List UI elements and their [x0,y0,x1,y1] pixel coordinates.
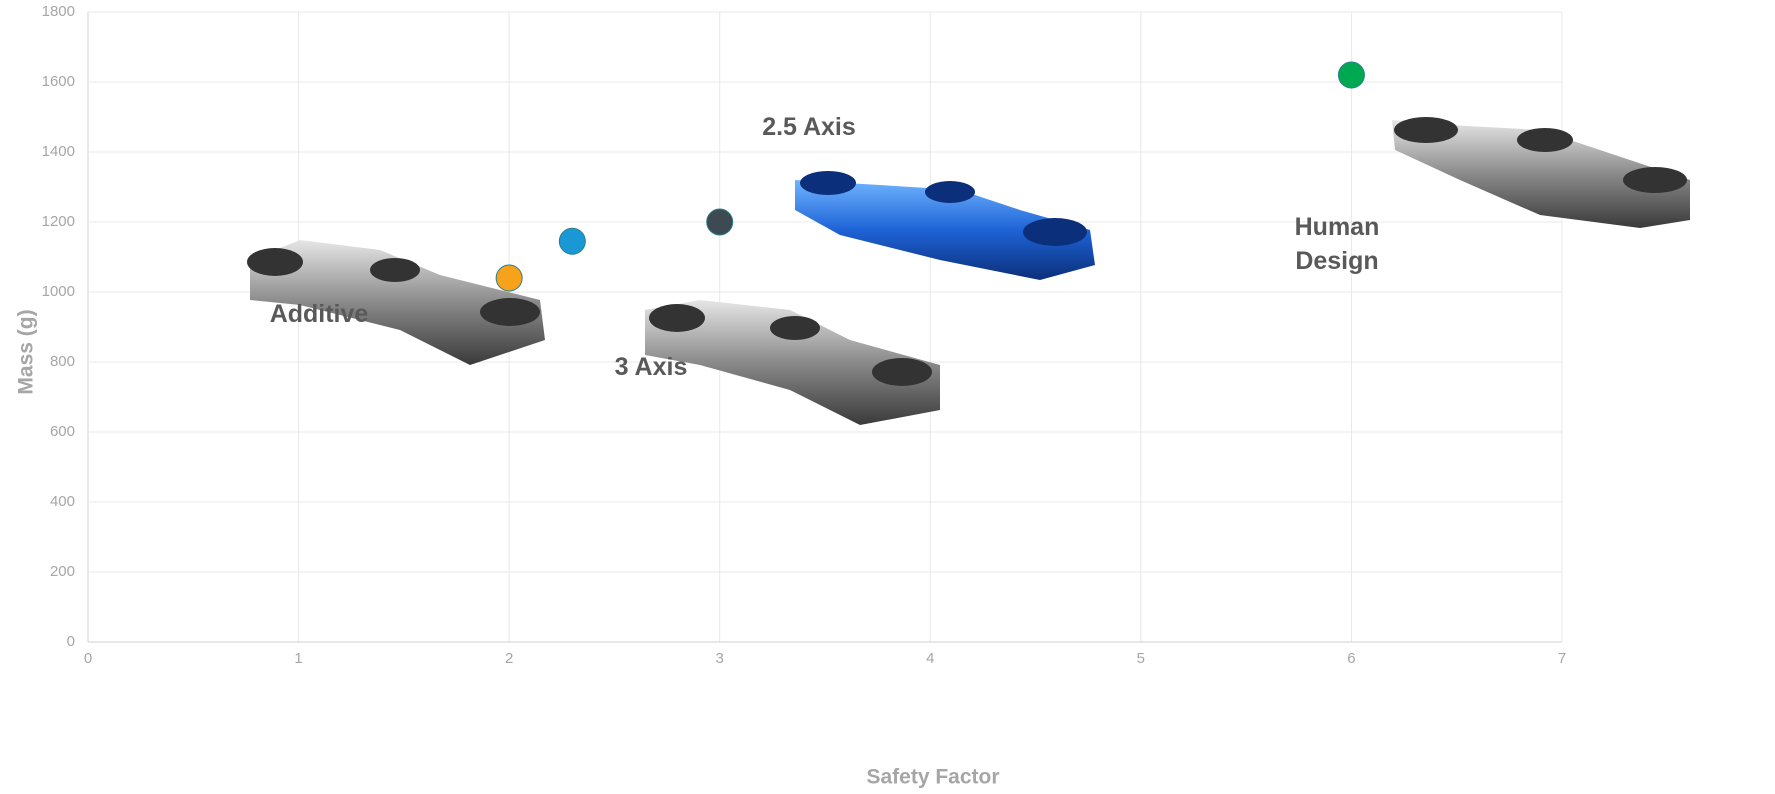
y-tick-label: 0 [67,633,75,650]
part-image [1392,117,1690,228]
data-point [1337,61,1365,89]
data-point [558,227,586,255]
part-image [795,171,1095,280]
part-image [645,300,940,425]
x-tick-label: 6 [1347,650,1355,667]
annotation: 3 Axis [614,353,688,381]
part-image [247,240,545,365]
y-tick-label: 600 [50,423,75,440]
annotation: Human Design [1294,213,1380,275]
x-tick-label: 1 [294,650,302,667]
x-tick-label: 0 [84,650,92,667]
y-tick-label: 200 [50,563,75,580]
y-tick-label: 1600 [42,73,75,90]
x-tick-label: 3 [716,650,724,667]
annotation: Additive [269,300,369,328]
data-point [495,264,523,292]
data-point [706,208,734,236]
annotation: 2.5 Axis [762,113,856,141]
x-tick-label: 5 [1137,650,1145,667]
y-tick-label: 400 [50,493,75,510]
y-axis-title: Mass (g) [15,309,38,394]
x-axis-title: Safety Factor [866,766,999,789]
y-tick-label: 1000 [42,283,75,300]
x-tick-label: 4 [926,650,934,667]
x-tick-label: 7 [1558,650,1566,667]
y-tick-label: 1200 [42,213,75,230]
x-tick-label: 2 [505,650,513,667]
y-tick-label: 800 [50,353,75,370]
y-tick-label: 1400 [42,143,75,160]
y-tick-label: 1800 [42,3,75,20]
